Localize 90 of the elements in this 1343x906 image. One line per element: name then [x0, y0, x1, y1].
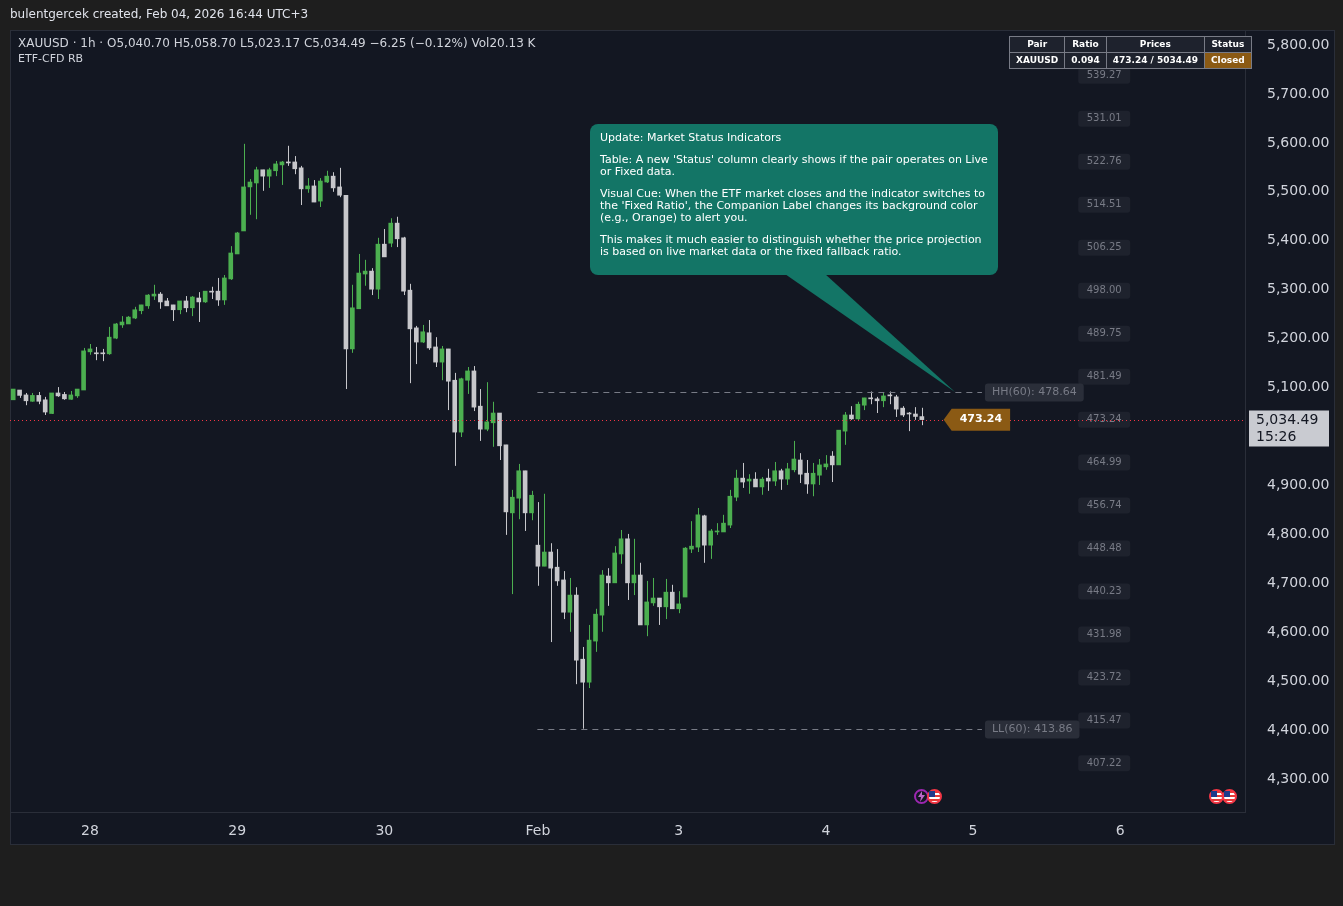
- y2-tick-label: 464.99: [1086, 456, 1122, 468]
- y2-tick-label: 415.47: [1086, 714, 1122, 726]
- y-tick-label: 5,300.00: [1267, 280, 1330, 297]
- annotation: Status: [1204, 36, 1252, 53]
- y-tick-label: 4,700.00: [1267, 573, 1330, 590]
- y2-tick-label: 489.75: [1086, 327, 1122, 339]
- candlestick: [190, 295, 195, 317]
- candlestick: [196, 291, 202, 323]
- annotation: 0.094: [1064, 52, 1107, 69]
- x-tick-label: 30: [375, 822, 394, 839]
- candlestick: [337, 167, 342, 198]
- candlestick: [733, 469, 739, 502]
- y2-tick-label: 514.51: [1086, 198, 1122, 210]
- candlestick: [740, 462, 746, 489]
- y-tick-label: 4,500.00: [1267, 671, 1330, 688]
- annotation: Closed: [1204, 52, 1252, 69]
- candlestick: [669, 584, 675, 610]
- annotation: 473.24: [959, 412, 1003, 426]
- y2-tick-label: 506.25: [1086, 241, 1122, 253]
- y-tick-label: 5,400.00: [1267, 231, 1330, 248]
- candlestick: [382, 228, 387, 258]
- y2-tick-label: 448.48: [1086, 542, 1122, 554]
- x-tick-label: 5: [968, 822, 978, 839]
- y-tick-label: 4,900.00: [1267, 476, 1330, 493]
- annotation: This makes it much easier to distinguish whether the price projection is based on live market data or the fixed fallback ratio.: [600, 233, 983, 258]
- y2-tick-label: 440.23: [1086, 585, 1122, 597]
- y2-tick-label: 531.01: [1086, 112, 1122, 124]
- annotation: Table: A new 'Status' column clearly shows if the pair operates on Live or Fixed data.: [600, 153, 988, 178]
- y2-tick-label: 522.76: [1086, 155, 1122, 167]
- candlestick: [829, 450, 835, 483]
- y-tick-label: 4,600.00: [1267, 622, 1330, 639]
- text: 15:26: [1256, 428, 1297, 445]
- annotation: Update: Market Status Indicators: [600, 131, 783, 144]
- x-tick-label: Feb: [525, 822, 551, 839]
- y-tick-label: 5,100.00: [1267, 378, 1330, 395]
- candlestick: [433, 336, 438, 368]
- candlestick: [484, 381, 490, 432]
- candlestick: [676, 590, 682, 614]
- y-tick-label: 5,200.00: [1267, 329, 1330, 346]
- candlestick: [657, 597, 662, 626]
- y2-tick-label: 481.49: [1086, 370, 1122, 382]
- candlestick: [541, 493, 547, 567]
- candlestick: [548, 542, 554, 643]
- candlestick: [465, 366, 470, 395]
- y-tick-label: 4,400.00: [1267, 720, 1330, 737]
- ref-line-label: HH(60): 478.64: [991, 385, 1077, 399]
- x-tick-label: 28: [81, 822, 99, 839]
- candlestick: [388, 217, 394, 248]
- x-tick-label: 4: [821, 822, 831, 839]
- annotation: Pair: [1009, 36, 1065, 53]
- annotation: 473.24 / 5034.49: [1106, 52, 1205, 69]
- x-tick-label: 6: [1115, 822, 1125, 839]
- candlestick: [785, 462, 790, 486]
- candlestick: [477, 388, 483, 442]
- y-tick-label: 5,700.00: [1267, 84, 1330, 101]
- annotation: XAUUSD: [1009, 52, 1065, 69]
- candlestick: [605, 567, 611, 607]
- candlestick: [414, 325, 419, 365]
- text: bulentgercek created, Feb 04, 2026 16:44 UTC+3: [10, 7, 309, 21]
- y2-tick-label: 431.98: [1086, 628, 1122, 640]
- ref-line-label: LL(60): 413.86: [991, 722, 1073, 736]
- y2-tick-label: 498.00: [1086, 284, 1122, 296]
- annotation: Prices: [1106, 36, 1205, 53]
- y2-tick-label: 423.72: [1086, 671, 1122, 683]
- y2-tick-label: 456.74: [1086, 499, 1122, 511]
- candlestick: [42, 396, 48, 416]
- ref-line-label: 5,034.49: [1256, 411, 1319, 428]
- candlestick: [708, 528, 714, 560]
- y-tick-label: 5,500.00: [1267, 182, 1330, 199]
- candlestick: [817, 458, 822, 486]
- x-tick-label: 3: [674, 822, 684, 839]
- candlestick: [369, 267, 374, 296]
- annotation: Ratio: [1064, 36, 1107, 53]
- candlestick: [529, 490, 534, 521]
- text: XAUUSD · 1h · O5,040.70 H5,058.70 L5,023.17 C5,034.49 −6.25 (−0.12%) Vol20.13 K: [18, 36, 536, 50]
- y2-tick-label: 407.22: [1086, 756, 1122, 768]
- y2-tick-label: 473.24: [1086, 413, 1122, 425]
- candlestick: [254, 166, 259, 220]
- text: ETF-CFD RB: [18, 52, 84, 65]
- candlestick: [260, 169, 266, 192]
- candlestick: [420, 324, 426, 344]
- y-tick-label: 4,300.00: [1267, 769, 1330, 786]
- annotation: Visual Cue: When the ETF market closes and the indicator switches to the 'Fixed Ratio', the Companion Label changes its background color (e.g., Orange) to alert you.: [600, 187, 986, 224]
- candlestick: [772, 461, 778, 487]
- x-tick-label: 29: [228, 822, 247, 839]
- y-tick-label: 5,600.00: [1267, 133, 1330, 150]
- candlestick: [644, 580, 650, 637]
- y-tick-label: 4,800.00: [1267, 525, 1330, 542]
- y2-tick-label: 539.27: [1086, 69, 1122, 81]
- y-tick-label: 5,800.00: [1267, 35, 1330, 52]
